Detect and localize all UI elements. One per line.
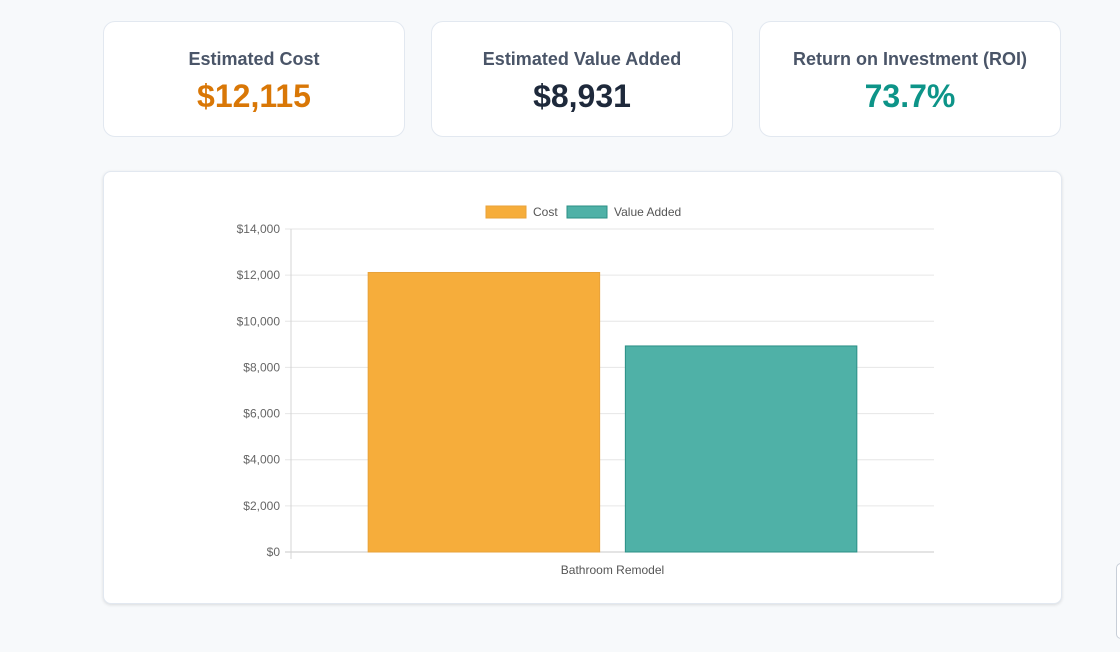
estimated-value-added-card: Estimated Value Added $8,931: [431, 21, 733, 137]
roi-value: 73.7%: [864, 78, 956, 114]
legend-label: Cost: [533, 205, 558, 219]
cost-value-bar-chart: $0 $2,000 $4,000 $6,000 $8,000 $10,000 $12,000…: [237, 205, 934, 577]
y-tick-label: $8,000: [243, 360, 280, 374]
side-panel-handle[interactable]: [1116, 563, 1120, 639]
cost-value-chart-card: $0 $2,000 $4,000 $6,000 $8,000 $10,000 $12,000…: [103, 171, 1062, 604]
estimated-value-added-value: $8,931: [533, 78, 631, 114]
y-tick-label: $14,000: [237, 222, 281, 236]
legend-swatch: [566, 205, 608, 219]
estimated-cost-label: Estimated Cost: [188, 49, 320, 69]
estimated-cost-card: Estimated Cost $12,115: [103, 21, 405, 137]
bar-value-added: [624, 345, 858, 553]
roi-label: Return on Investment (ROI): [792, 49, 1027, 69]
estimated-value-added-label: Estimated Value Added: [482, 49, 682, 69]
estimated-cost-value: $12,115: [197, 78, 311, 114]
y-tick-label: $12,000: [237, 268, 281, 282]
y-tick-label: $2,000: [243, 499, 280, 513]
roi-card: Return on Investment (ROI) 73.7%: [759, 21, 1061, 137]
legend-swatch: [485, 205, 527, 219]
y-tick-label: $4,000: [243, 453, 280, 467]
y-tick-label: $0: [267, 545, 281, 559]
bar-cost: [367, 271, 601, 553]
legend-label: Value Added: [614, 205, 681, 219]
y-tick-label: $10,000: [237, 314, 281, 328]
x-tick-label: Bathroom Remodel: [561, 563, 664, 577]
y-tick-label: $6,000: [243, 407, 280, 421]
